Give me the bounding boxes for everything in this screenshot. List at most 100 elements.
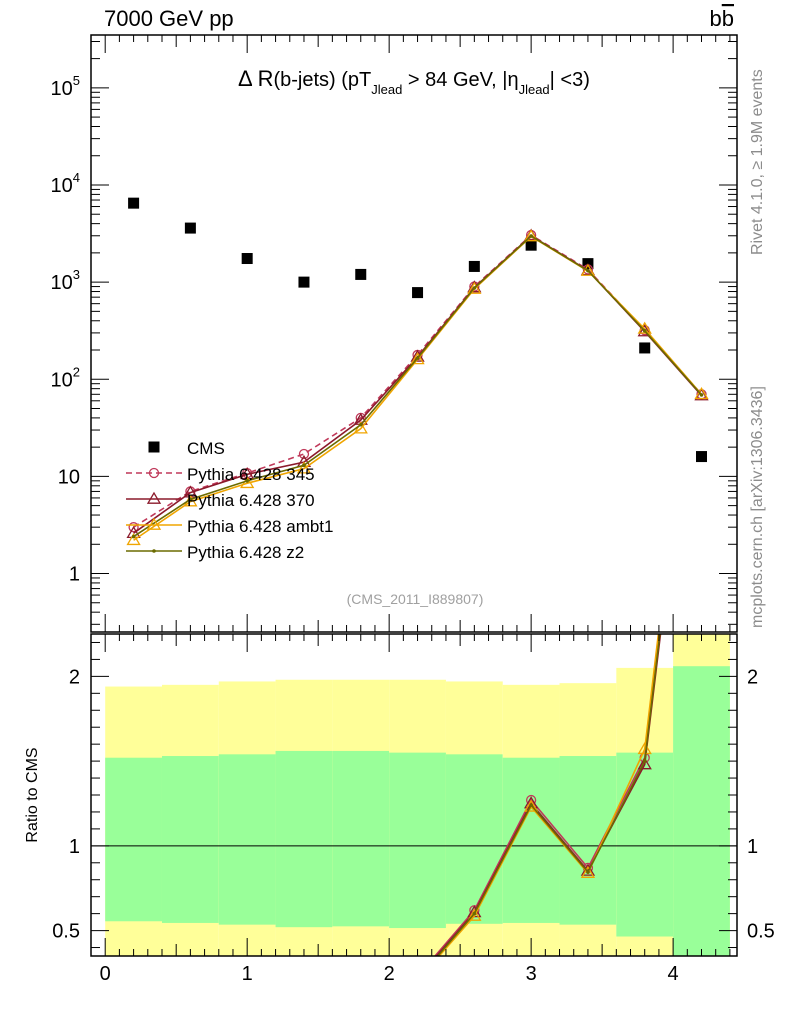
rivet-label: Rivet 4.1.0, ≥ 1.9M events <box>749 69 766 255</box>
anti-b-quark-label: b <box>722 6 734 31</box>
legend-marker-2 <box>146 491 162 504</box>
series-4-point-4 <box>358 422 363 427</box>
ratio-series-3-line <box>436 634 661 956</box>
ratio-y-tick-label-right-1: 1 <box>747 836 758 858</box>
legend-entry-0: CMS <box>148 439 225 458</box>
mcplots-label: mcplots.cern.ch [arXiv:1306.3436] <box>749 386 766 628</box>
ratio-series-3-point-5 <box>700 285 704 289</box>
chart-title: Δ R(b-jets) (pTJlead > 84 GeV, |ηJlead| … <box>238 66 590 97</box>
ratio-y-axis-label: Ratio to CMS <box>24 747 41 842</box>
x-tick-label-3: 3 <box>526 963 537 985</box>
tick-exponent: 2 <box>73 364 80 379</box>
main-panel-frame <box>90 34 738 633</box>
ratio-series-3-point-0 <box>416 978 420 982</box>
series-3-point-8 <box>580 263 596 276</box>
series-1-point-0 <box>128 522 139 533</box>
series-0 <box>128 197 708 463</box>
legend-label-1: Pythia 6.428 345 <box>187 465 315 484</box>
legend-label-0: CMS <box>187 439 225 458</box>
legend: CMS Pythia 6.428 345 Pythia 6.428 370 Pythi… <box>126 439 333 562</box>
ratio-series-3-point-1 <box>472 911 477 916</box>
series-0-point-7 <box>525 239 537 251</box>
green-band-bin-1 <box>161 756 219 923</box>
legend-marker-1 <box>148 467 160 479</box>
series-3-point-7 <box>523 229 539 242</box>
legend-marker-0 <box>148 441 160 453</box>
series-0-point-6 <box>468 260 480 272</box>
series-4 <box>131 234 704 539</box>
x-tick-label-2: 2 <box>384 963 395 985</box>
series-1 <box>128 229 707 533</box>
ratio-series-0-point-0 <box>413 972 422 981</box>
series-3-point-0 <box>126 532 141 546</box>
series-3-point-3 <box>296 461 312 474</box>
series-3-point-6 <box>467 281 482 294</box>
ratio-series-3-point-2 <box>529 803 533 807</box>
green-band-bin-2 <box>218 754 276 925</box>
legend-marker-4 <box>152 549 156 553</box>
ratio-series-2-point-1 <box>467 908 482 921</box>
tick-base: 10 <box>51 272 73 294</box>
ratio-series-1-point-0 <box>412 972 424 982</box>
main-y-tick-label-0: 1 <box>69 564 80 586</box>
x-tick-label-4: 4 <box>668 963 679 985</box>
ratio-uncertainty-bands <box>105 634 730 956</box>
legend-entry-1: Pythia 6.428 345 <box>126 465 315 484</box>
tick-base: 10 <box>58 466 80 488</box>
tick-base: 1 <box>69 564 80 586</box>
title-eta-cut: | <3) <box>550 69 590 91</box>
series-4-point-8 <box>586 268 590 273</box>
series-2-point-2 <box>240 467 255 480</box>
series-4-point-7 <box>529 234 533 238</box>
ratio-series-1-point-5 <box>696 289 708 299</box>
tick-base: 10 <box>51 175 73 197</box>
ratio-series-2-point-3 <box>580 865 596 878</box>
tick-exponent: 4 <box>73 170 80 185</box>
main-y-tick-label-1: 10 <box>58 466 80 488</box>
series-4-point-3 <box>302 463 306 468</box>
legend-entry-4: Pythia 6.428 z2 <box>126 543 304 562</box>
legend-marker-3 <box>146 517 162 530</box>
series-0-point-9 <box>639 342 651 354</box>
title-delta-r: Δ R <box>238 66 273 91</box>
series-4-point-10 <box>699 393 704 397</box>
series-0-point-2 <box>241 253 253 265</box>
legend-label-4: Pythia 6.428 z2 <box>187 543 304 562</box>
main-series-layer <box>126 197 709 546</box>
series-2-point-9 <box>637 324 652 337</box>
main-y-tick-label-2: 102 <box>51 364 80 391</box>
series-0-point-4 <box>355 268 367 280</box>
analysis-watermark: (CMS_2011_I889807) <box>347 591 484 607</box>
ratio-series-1-point-4 <box>637 757 652 770</box>
tick-exponent: 3 <box>73 267 80 282</box>
process-label: bb <box>710 6 735 31</box>
green-band-bin-0 <box>105 757 162 922</box>
legend-label-2: Pythia 6.428 370 <box>187 491 315 510</box>
tick-base: 10 <box>51 78 73 100</box>
title-jlead-sub-2: Jlead <box>519 82 550 97</box>
tick-exponent: 5 <box>73 73 80 88</box>
green-band-bin-6 <box>445 754 503 924</box>
green-band-bin-8 <box>559 756 617 925</box>
series-0-point-0 <box>128 197 140 209</box>
green-band-bin-5 <box>389 752 446 929</box>
ratio-series-2-line <box>438 634 660 956</box>
series-0-point-5 <box>412 287 424 299</box>
series-2-line <box>133 234 703 534</box>
ratio-series-2-point-5 <box>696 264 708 274</box>
ratio-series-2 <box>438 264 708 956</box>
series-4-point-6 <box>472 286 477 290</box>
energy-label: 7000 GeV pp <box>104 6 234 31</box>
main-y-tick-label-4: 104 <box>51 170 80 197</box>
ratio-y-tick-label-2: 2 <box>69 666 80 688</box>
title-pt-cut: > 84 GeV, |η <box>402 69 518 91</box>
x-tick-label-0: 0 <box>100 963 111 985</box>
ratio-series-3-point-4 <box>642 759 647 763</box>
tick-base: 10 <box>51 369 73 391</box>
series-1-point-3 <box>298 448 310 460</box>
ratio-y-tick-label-right-2: 2 <box>747 666 758 688</box>
x-tick-label-1: 1 <box>242 963 253 985</box>
series-4-point-0 <box>131 534 136 539</box>
series-3-point-5 <box>410 352 425 365</box>
